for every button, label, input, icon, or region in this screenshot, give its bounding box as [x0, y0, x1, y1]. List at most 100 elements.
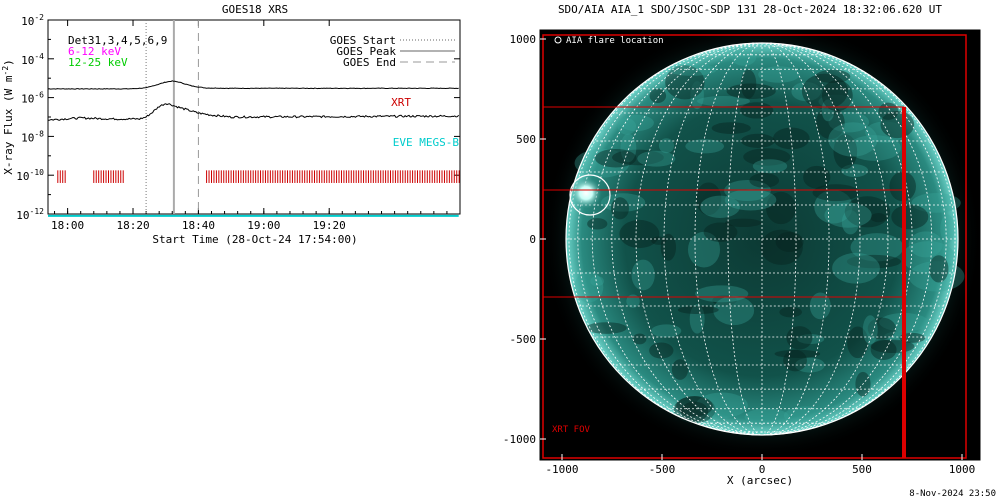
- grid-longitude-line: [761, 42, 861, 436]
- solar-feature: [651, 324, 682, 338]
- solar-feature: [870, 213, 887, 223]
- goes-ytick-label: 10-2: [21, 13, 44, 28]
- solar-feature: [585, 322, 627, 334]
- solar-feature: [619, 219, 660, 249]
- aia-ytick-label: 1000: [510, 33, 537, 46]
- grid-longitude-line: [761, 42, 947, 436]
- legend-goes-peak: GOES Peak: [336, 45, 396, 58]
- aia-x-axis: -1000 -500 0 500 1000: [545, 454, 975, 476]
- solar-feature: [821, 79, 853, 112]
- solar-feature: [676, 396, 713, 417]
- aia-xtick-label: 0: [759, 463, 766, 476]
- solar-feature: [612, 149, 664, 166]
- grid-longitude-line: [635, 42, 763, 436]
- solar-limb: [565, 42, 959, 436]
- goes-series-group: [47, 80, 460, 217]
- solar-feature: [865, 121, 906, 143]
- heliographic-grid: [565, 42, 959, 436]
- solar-feature: [595, 148, 637, 168]
- solar-feature: [590, 276, 604, 287]
- solar-feature: [929, 255, 949, 283]
- aia-solar-image-plot: SDO/AIA AIA_1 SDO/JSOC-SDP 131 28-Oct-20…: [503, 3, 981, 487]
- solar-feature: [637, 150, 676, 167]
- grid-longitude-line: [727, 42, 763, 436]
- goes-ytick-label: 10-6: [21, 91, 44, 106]
- grid-longitude-line: [577, 42, 763, 436]
- grid-longitude-line: [663, 42, 763, 436]
- solar-feature: [752, 159, 788, 174]
- solar-feature: [695, 182, 722, 216]
- grid-longitude-line: [761, 42, 956, 436]
- channel-label-12-25kev: 12-25 keV: [68, 56, 128, 69]
- legend-goes-start: GOES Start: [330, 34, 396, 47]
- aia-xtick-label: 500: [852, 463, 872, 476]
- solar-feature: [908, 231, 943, 258]
- solar-feature: [587, 218, 608, 230]
- solar-feature: [794, 357, 825, 373]
- solar-feature: [600, 193, 646, 212]
- flare-brightening: [570, 177, 602, 209]
- solar-feature: [773, 127, 810, 150]
- eve-megs-b-label: EVE MEGS-B: [393, 136, 460, 149]
- solar-feature: [695, 285, 749, 303]
- solar-feature: [658, 138, 675, 154]
- solar-feature: [626, 294, 640, 308]
- solar-feature: [824, 202, 872, 228]
- solar-feature: [841, 209, 860, 235]
- solar-feature: [847, 326, 869, 359]
- solar-feature: [803, 165, 831, 189]
- aia-xtick-label: 1000: [949, 463, 976, 476]
- solar-feature: [671, 359, 689, 380]
- solar-feature: [816, 106, 845, 140]
- xrt-fov-label: XRT FOV: [552, 425, 591, 435]
- xrt-observation-ticks: [57, 170, 460, 183]
- xrt-label: XRT: [391, 96, 411, 109]
- solar-feature: [677, 305, 719, 315]
- solar-feature: [846, 254, 902, 269]
- solar-feature: [695, 392, 748, 419]
- solar-feature: [632, 333, 647, 345]
- aia-xlabel: X (arcsec): [727, 474, 793, 487]
- grid-longitude-line: [611, 42, 763, 436]
- solar-feature: [667, 63, 717, 76]
- aia-plot-frame: [539, 29, 981, 461]
- goes-ytick-label: 10-12: [16, 207, 44, 222]
- solar-feature: [786, 326, 813, 350]
- solar-surface-features: [574, 48, 965, 426]
- solar-feature: [744, 408, 790, 426]
- solar-feature: [911, 193, 961, 213]
- aia-ytick-label: -500: [510, 333, 537, 346]
- goes-ylabel: X-ray Flux (W m-2): [1, 59, 15, 175]
- footer-date: 8-Nov-2024 23:50: [909, 489, 996, 499]
- aia-xtick-label: -1000: [545, 463, 578, 476]
- solar-feature: [713, 295, 755, 326]
- solar-feature: [867, 317, 896, 340]
- solar-feature: [880, 110, 915, 139]
- solar-feature: [680, 401, 709, 422]
- goes-series-short-channel: [48, 103, 460, 121]
- solar-feature: [783, 406, 829, 425]
- solar-feature: [891, 204, 929, 230]
- goes-x-axis: 18:00 18:20 18:40 19:00 19:20: [51, 20, 448, 232]
- goes-title: GOES18 XRS: [222, 3, 288, 16]
- solar-feature: [908, 261, 965, 292]
- grid-longitude-line: [761, 42, 913, 436]
- detector-label: Det31,3,4,5,6,9: [68, 34, 167, 47]
- solar-feature: [760, 229, 803, 265]
- solar-feature: [574, 148, 630, 178]
- solar-feature: [766, 191, 796, 225]
- solar-feature: [649, 88, 667, 104]
- goes-xtick-label: 18:00: [51, 219, 84, 232]
- goes-y-axis: 10-12 10-10 10-8 10-6 10-4 10-2: [16, 13, 460, 222]
- solar-feature: [841, 164, 869, 178]
- solar-feature: [689, 304, 705, 334]
- goes-xtick-label: 18:20: [116, 219, 149, 232]
- solar-feature: [801, 73, 849, 110]
- solar-feature: [690, 81, 704, 110]
- solar-feature: [862, 315, 878, 345]
- solar-feature: [574, 271, 604, 303]
- goes-xrs-plot: GOES18 XRS 10-12 10-10 10-8 10-6 10-4 10-2 18…: [1, 3, 461, 246]
- solar-feature: [700, 195, 740, 218]
- solar-feature: [749, 173, 780, 188]
- solar-feature: [940, 214, 955, 244]
